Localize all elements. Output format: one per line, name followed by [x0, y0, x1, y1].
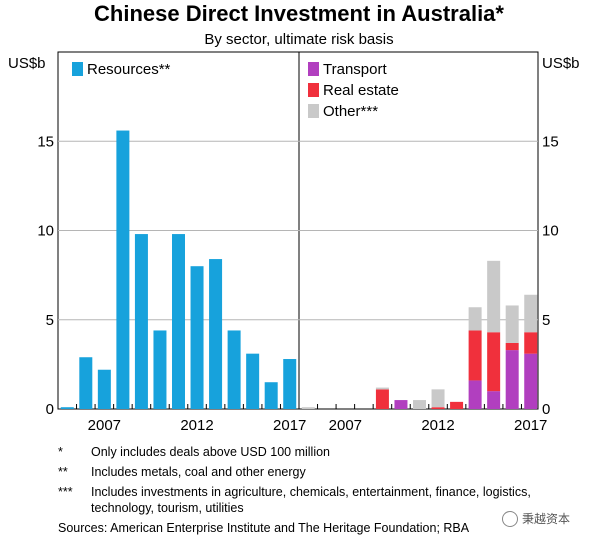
x-tick-label: 2007 [329, 417, 362, 434]
footnote: * Only includes deals above USD 100 mill… [58, 444, 578, 460]
footnote-text: Includes metals, coal and other energy [91, 465, 306, 479]
bar-transport [505, 350, 519, 409]
footnote-mark: ** [58, 465, 68, 479]
bars [60, 130, 538, 410]
bar-other [413, 400, 426, 409]
bar-other [487, 260, 501, 333]
x-tick-label: 2017 [273, 417, 306, 434]
bar-resources [190, 266, 204, 409]
y-tick-label-left: 10 [37, 223, 54, 240]
bar-other [431, 389, 445, 408]
x-tick-label: 2012 [421, 417, 454, 434]
watermark: 秉越资本 [502, 510, 570, 527]
footnote-text: Only includes deals above USD 100 millio… [91, 445, 331, 459]
bar-resources [283, 359, 297, 409]
legend-swatch [308, 62, 319, 76]
left-unit-label: US$b [8, 55, 46, 72]
y-tick-label-right: 0 [542, 401, 550, 418]
bar-realestate [487, 332, 501, 392]
y-tick-label-left: 0 [46, 401, 54, 418]
axes: 0 0 5 5 10 10 15 15 2007 2012 2017 2007 2012 2017 [37, 133, 558, 434]
bar-transport [524, 353, 538, 409]
bar-resources [246, 353, 260, 409]
legend-label: Transport [323, 61, 387, 78]
bar-resources [153, 330, 167, 409]
bar-resources [97, 369, 111, 409]
footnote-text: Includes investments in agriculture, che… [91, 485, 531, 515]
x-tick-label: 2007 [88, 417, 121, 434]
bar-resources [79, 357, 93, 409]
y-tick-label-right: 5 [542, 312, 550, 329]
legend-label: Other*** [323, 103, 378, 120]
y-tick-label-right: 15 [542, 133, 559, 150]
bar-resources [264, 382, 278, 409]
bar-other [524, 294, 538, 333]
x-tick-label: 2012 [180, 417, 213, 434]
bar-resources [134, 234, 148, 409]
sources-line: Sources: American Enterprise Institute a… [58, 521, 470, 535]
bar-realestate [524, 332, 538, 354]
bar-other [301, 407, 315, 409]
bar-realestate [505, 342, 519, 351]
footnote-mark: * [58, 445, 63, 459]
wechat-icon [502, 510, 518, 527]
bar-resources [209, 259, 223, 409]
legends: Resources** Transport Real estate Other*** [72, 61, 399, 120]
bar-resources [172, 234, 185, 409]
bar-transport [487, 391, 501, 409]
bar-realestate [375, 389, 389, 409]
footnotes: * Only includes deals above USD 100 mill… [58, 444, 578, 536]
chart-title: Chinese Direct Investment in Australia* [94, 1, 504, 26]
bar-transport [468, 380, 482, 409]
x-tick-label: 2017 [514, 417, 547, 434]
bar-realestate [431, 407, 445, 409]
legend-swatch [308, 104, 319, 118]
bar-resources [60, 407, 74, 409]
bar-realestate [450, 401, 464, 409]
legend-label: Real estate [323, 82, 399, 99]
bar-other [468, 307, 482, 331]
legend-label: Resources** [87, 61, 171, 78]
footnote: *** Includes investments in agriculture,… [58, 484, 578, 516]
right-unit-label: US$b [542, 55, 580, 72]
footnote: ** Includes metals, coal and other energ… [58, 464, 578, 480]
y-tick-label-left: 15 [37, 133, 54, 150]
y-tick-label-left: 5 [46, 312, 54, 329]
bar-other [375, 387, 389, 390]
bar-resources [227, 330, 241, 409]
legend-swatch [72, 62, 83, 76]
bar-transport [394, 400, 408, 409]
y-tick-label-right: 10 [542, 223, 559, 240]
bar-other [505, 305, 519, 343]
watermark-text: 秉越资本 [522, 512, 571, 526]
grid-lines [58, 140, 538, 321]
chart-subtitle: By sector, ultimate risk basis [204, 31, 393, 48]
footnote-mark: *** [58, 485, 73, 499]
bar-resources [116, 130, 130, 410]
legend-swatch [308, 83, 319, 97]
bar-realestate [468, 330, 482, 381]
